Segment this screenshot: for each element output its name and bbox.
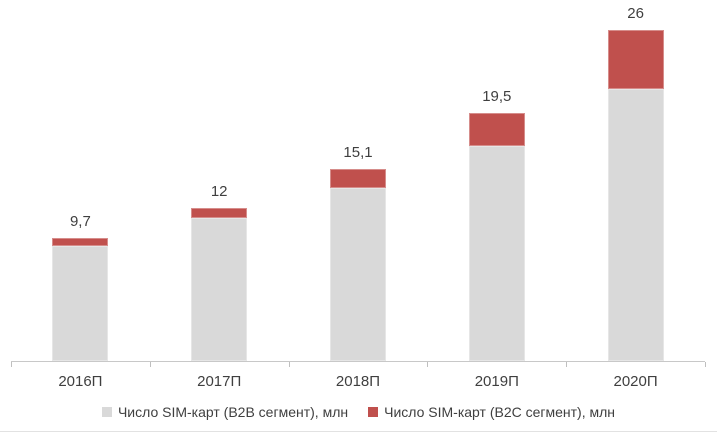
bar-2018п-total-label: 15,1 [343, 143, 373, 161]
bar-2020п-b2c-segment [607, 30, 664, 89]
bar-2016п-b2b-segment [52, 246, 109, 361]
bar-2018п-b2c-segment [330, 168, 386, 188]
bar-2019п-total-label: 19,5 [482, 87, 512, 105]
bar-2017п-b2c-segment [191, 208, 248, 219]
category-label-2019p: 2019П [474, 373, 519, 390]
x-axis-tick [11, 362, 12, 367]
bar-2019п-b2b-segment [468, 145, 525, 361]
category-label-2020p: 2020П [613, 373, 658, 390]
category-label-2017p: 2017П [197, 373, 242, 390]
legend-label-b2b: Число SIM-карт (B2B сегмент), млн [117, 404, 349, 420]
x-axis-tick [566, 362, 568, 367]
legend-item-b2c: Число SIM-карт (B2C сегмент), млн [368, 404, 615, 420]
bar-2016п-b2c-segment [52, 237, 109, 247]
x-axis-tick [288, 362, 290, 367]
bar-2019п-b2c-segment [468, 112, 525, 146]
x-axis-tick [427, 362, 429, 367]
category-axis: 2016П 2017П 2018П 2019П 2020П [11, 373, 705, 391]
bottom-divider [0, 431, 717, 432]
bar-2017п-total-label: 12 [210, 183, 228, 201]
bar-2017п-b2b-segment [191, 218, 248, 361]
bar-2020п-b2b-segment [607, 88, 664, 361]
legend-label-b2c: Число SIM-карт (B2C сегмент), млн [384, 404, 616, 420]
category-label-2018p: 2018П [335, 373, 381, 390]
bar-2020п-total-label: 26 [627, 5, 644, 23]
bar-2018п-b2b-segment [330, 187, 386, 361]
legend-item-b2b: Число SIM-карт (B2B сегмент), млн [101, 404, 349, 420]
x-axis-tick [705, 362, 706, 367]
x-axis-tick [149, 362, 151, 367]
x-axis-line [11, 361, 705, 362]
category-label-2016p: 2016П [58, 373, 103, 390]
bar-2016п-total-label: 9,7 [69, 212, 91, 230]
legend: Число SIM-карт (B2B сегмент), млн Число … [0, 404, 717, 420]
b2b-series-swatch-icon [101, 407, 112, 417]
b2c-series-swatch-icon [368, 407, 379, 417]
